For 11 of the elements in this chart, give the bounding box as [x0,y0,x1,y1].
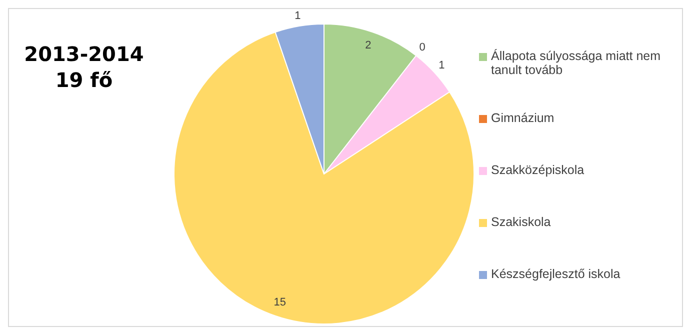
legend-label: Készségfejlesztő iskola [491,267,620,281]
data-label: 2 [365,39,372,52]
data-label: 1 [438,60,445,72]
data-label: 1 [294,10,301,22]
data-label: 15 [274,296,286,309]
text: 2013-2014 19 fő [23,41,145,93]
text: 0 [419,42,426,54]
legend-label: Szakközépiskola [491,163,584,177]
legend-label: Szakiskola [491,215,551,229]
legend-label: Állapota súlyossága miatt nem tanult tovább [491,49,662,77]
legend-label: Gimnázium [491,111,554,125]
